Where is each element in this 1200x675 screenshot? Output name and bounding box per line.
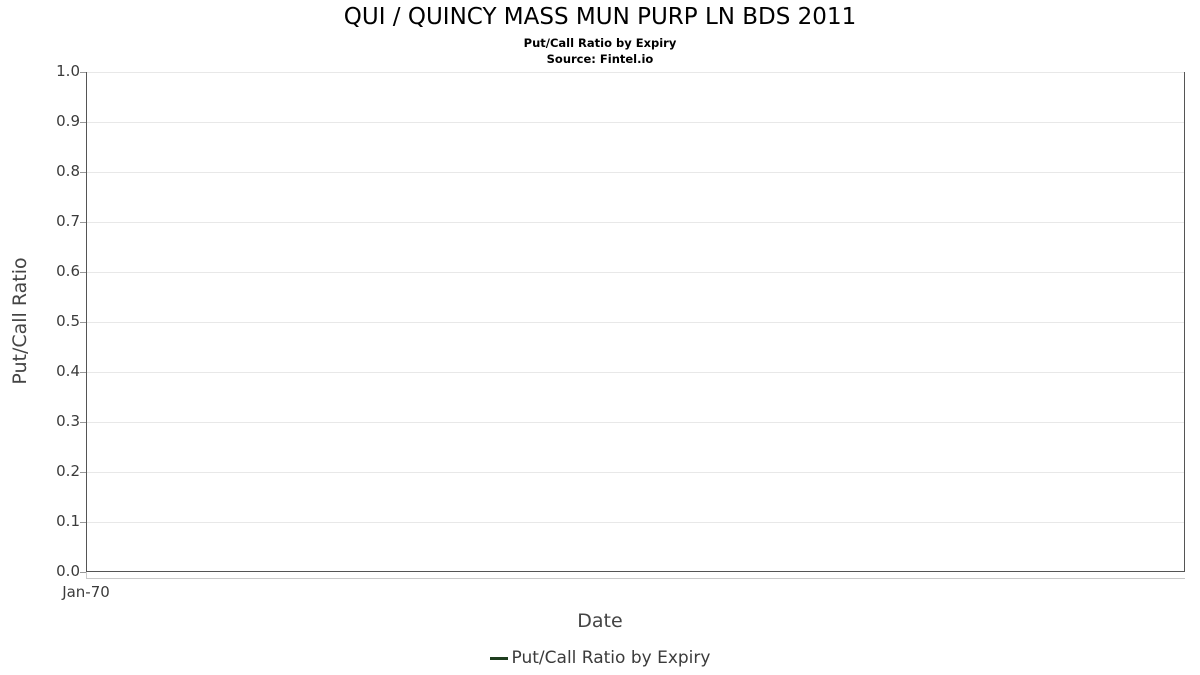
y-axis-ticks: 1.0 0.9 0.8 0.7 0.6 0.5 0.4 0.3 0.2 0.1 0.0 — [0, 0, 86, 675]
y-tick-mark — [80, 522, 86, 523]
data-series-layer — [87, 73, 1184, 571]
y-tick-label: 0.2 — [56, 462, 80, 480]
y-tick-label: 0.3 — [56, 412, 80, 430]
y-tick-label: 0.9 — [56, 112, 80, 130]
gridline — [87, 72, 1184, 73]
y-tick-mark — [80, 572, 86, 573]
y-tick-label: 0.1 — [56, 512, 80, 530]
chart-title: QUI / QUINCY MASS MUN PURP LN BDS 2011 — [343, 4, 857, 30]
x-axis-baseline — [86, 578, 1185, 579]
y-tick-label: 0.7 — [56, 212, 80, 230]
line-marker-icon — [489, 656, 508, 660]
plot-area — [86, 72, 1185, 572]
legend-entry[interactable]: Put/Call Ratio by Expiry — [489, 648, 711, 668]
gridline — [87, 172, 1184, 173]
gridline — [87, 272, 1184, 273]
y-tick-mark — [80, 472, 86, 473]
y-tick-label: 0.6 — [56, 262, 80, 280]
chart-source-attribution: Source: Fintel.io — [546, 52, 654, 66]
gridline — [87, 122, 1184, 123]
gridline — [87, 422, 1184, 423]
y-tick-mark — [80, 272, 86, 273]
gridline — [87, 372, 1184, 373]
chart-legend: Put/Call Ratio by Expiry — [0, 648, 1200, 668]
y-tick-label: 1.0 — [56, 62, 80, 80]
x-tick-label: Jan-70 — [62, 583, 110, 601]
y-tick-mark — [80, 222, 86, 223]
y-tick-mark — [80, 322, 86, 323]
chart-subtitle: Put/Call Ratio by Expiry — [523, 36, 677, 50]
legend-label: Put/Call Ratio by Expiry — [511, 648, 711, 668]
gridline — [87, 522, 1184, 523]
y-tick-label: 0.5 — [56, 312, 80, 330]
y-tick-mark — [80, 422, 86, 423]
y-tick-mark — [80, 372, 86, 373]
x-tick-mark — [86, 572, 87, 578]
gridline — [87, 472, 1184, 473]
y-tick-label: 0.0 — [56, 562, 80, 580]
x-axis-label: Date — [577, 610, 623, 632]
y-tick-label: 0.8 — [56, 162, 80, 180]
y-tick-label: 0.4 — [56, 362, 80, 380]
y-tick-mark — [80, 72, 86, 73]
gridline — [87, 322, 1184, 323]
y-tick-mark — [80, 172, 86, 173]
y-tick-mark — [80, 122, 86, 123]
gridline — [87, 222, 1184, 223]
